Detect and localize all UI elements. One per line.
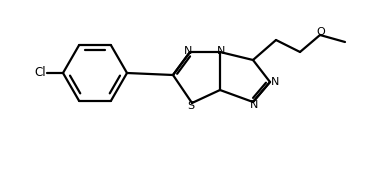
Text: Cl: Cl bbox=[34, 66, 46, 80]
Text: N: N bbox=[184, 46, 192, 56]
Text: S: S bbox=[187, 101, 195, 111]
Text: N: N bbox=[271, 77, 279, 87]
Text: N: N bbox=[250, 100, 258, 110]
Text: O: O bbox=[317, 27, 325, 37]
Text: N: N bbox=[217, 46, 225, 56]
